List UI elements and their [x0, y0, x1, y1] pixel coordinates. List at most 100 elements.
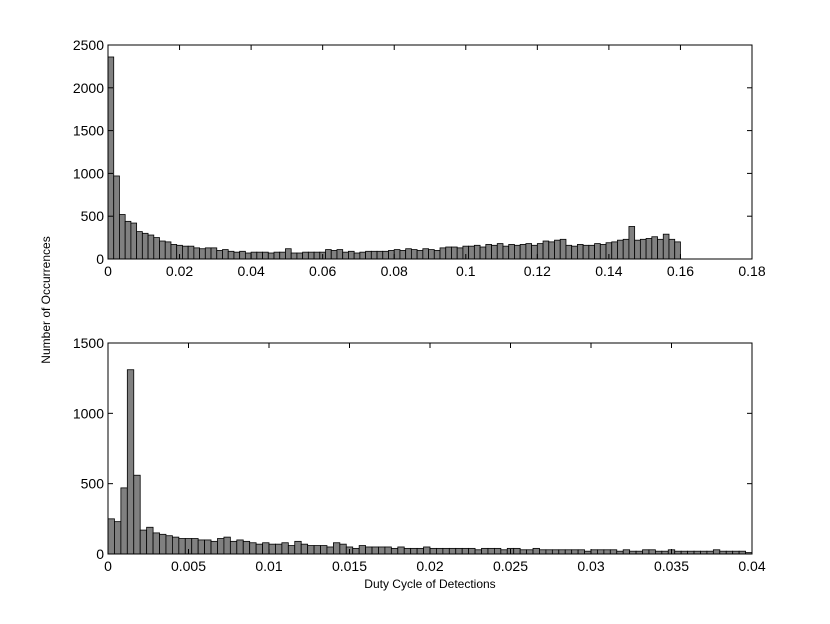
bar	[405, 248, 412, 260]
bar	[217, 538, 225, 555]
x-tick-label: 0	[104, 263, 112, 279]
bar	[657, 238, 664, 260]
bar	[197, 539, 206, 555]
bar	[353, 252, 361, 260]
bar	[594, 243, 601, 260]
bar	[539, 549, 547, 555]
bar	[493, 547, 502, 555]
bar	[384, 546, 392, 555]
y-tick-label: 500	[81, 476, 105, 492]
bar	[662, 233, 670, 260]
bar	[193, 247, 200, 260]
bar	[124, 220, 132, 260]
bar	[403, 547, 412, 555]
bar	[342, 251, 349, 260]
bar	[358, 545, 367, 555]
bar	[307, 545, 315, 555]
bar	[502, 245, 510, 260]
bar	[436, 547, 444, 555]
bar	[513, 547, 521, 555]
bar	[290, 252, 298, 260]
bar	[474, 549, 482, 555]
x-tick-label: 0.04	[738, 558, 765, 574]
bar	[648, 549, 656, 555]
x-tick-label: 0.16	[667, 263, 694, 279]
bar	[133, 474, 141, 555]
bar	[307, 251, 315, 260]
bar	[451, 246, 458, 260]
bar	[164, 241, 172, 260]
bar	[262, 251, 269, 260]
bar	[642, 549, 650, 555]
x-tick-label: 0.025	[493, 558, 528, 574]
bar	[611, 241, 618, 260]
bar	[113, 175, 120, 260]
bar	[525, 243, 533, 260]
bar	[399, 250, 407, 260]
bar	[397, 546, 405, 555]
bar	[223, 536, 231, 555]
bar	[139, 529, 148, 555]
bar	[416, 547, 424, 555]
bar	[634, 239, 641, 260]
bar	[564, 549, 573, 555]
bar	[468, 245, 475, 260]
bar	[639, 238, 647, 260]
bar	[348, 250, 355, 260]
y-axis-label: Number of Occurrences	[39, 236, 53, 363]
bar	[485, 244, 492, 260]
y-tick-label: 2000	[73, 80, 104, 96]
bar	[428, 249, 435, 260]
bar	[371, 546, 379, 555]
x-tick-label: 0.08	[381, 263, 408, 279]
bar	[281, 542, 289, 555]
bar	[339, 543, 347, 555]
bar	[588, 244, 595, 260]
bar	[268, 543, 276, 555]
bar	[279, 251, 286, 260]
bar	[542, 240, 550, 260]
bar	[296, 252, 304, 260]
x-tick-label: 0.02	[166, 263, 193, 279]
bar	[236, 539, 244, 555]
bar	[146, 526, 154, 555]
bar	[577, 549, 585, 555]
bar	[628, 226, 636, 260]
bar	[376, 250, 384, 260]
bar	[519, 549, 527, 555]
bar	[262, 542, 270, 555]
x-tick-label: 0.1	[456, 263, 476, 279]
x-tick-label: 0.04	[237, 263, 264, 279]
bar	[536, 243, 544, 260]
x-tick-label: 0.01	[255, 558, 282, 574]
bar	[532, 547, 540, 555]
bar	[481, 547, 489, 555]
bar	[320, 545, 328, 555]
bar	[255, 543, 263, 555]
bar	[370, 250, 378, 260]
bar	[473, 244, 481, 260]
bar	[365, 546, 373, 555]
bar	[378, 546, 386, 555]
bar	[120, 487, 128, 555]
bar	[273, 251, 281, 260]
bar	[359, 251, 366, 260]
bar	[141, 232, 149, 260]
bar	[597, 549, 605, 555]
bar	[332, 542, 341, 555]
bar	[159, 533, 167, 555]
bar	[545, 549, 553, 555]
bar	[565, 244, 573, 260]
bar	[382, 250, 389, 260]
bar	[216, 250, 223, 260]
bar	[330, 250, 338, 260]
bar	[423, 546, 431, 555]
bar	[313, 545, 321, 555]
bar	[199, 248, 206, 260]
bar	[204, 539, 212, 555]
bar	[256, 251, 263, 260]
bar	[603, 549, 611, 555]
bar	[171, 536, 180, 555]
bar	[267, 252, 275, 260]
y-tick-label: 1500	[73, 123, 104, 139]
